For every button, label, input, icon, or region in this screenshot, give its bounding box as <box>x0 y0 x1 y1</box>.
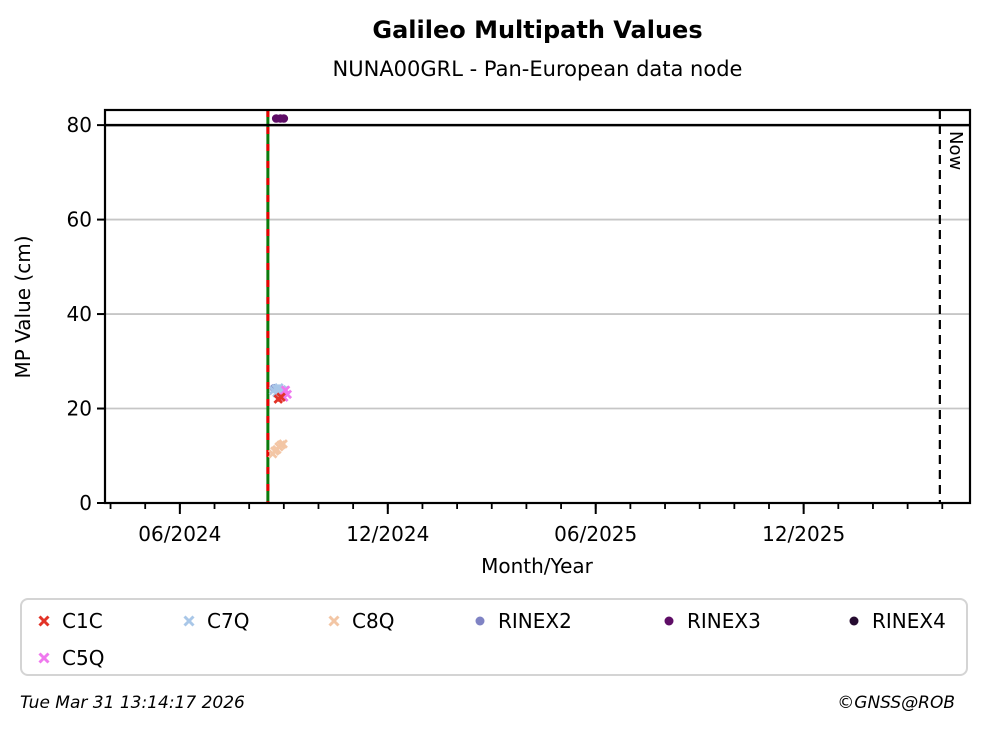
x-tick-label: 06/2025 <box>554 522 637 546</box>
y-axis-label: MP Value (cm) <box>11 235 35 378</box>
x-tick-label: 12/2025 <box>762 522 845 546</box>
c5q-marker-icon <box>38 652 50 664</box>
data-point-c5q <box>280 385 291 395</box>
legend-item-c1c: C1C <box>36 609 103 633</box>
plot-frame <box>103 108 972 505</box>
y-tick-label: 60 <box>67 208 92 232</box>
legend-label: RINEX2 <box>498 609 572 633</box>
data-point-c8q <box>278 439 288 449</box>
now-label: Now <box>945 131 966 170</box>
legend-item-rinex3: RINEX3 <box>661 609 761 633</box>
y-tick-label: 40 <box>67 302 92 326</box>
plot-area: 0 20 40 60 80 06/2024 12/2024 06/2025 12/2025 MP… <box>11 108 972 578</box>
legend-label: RINEX3 <box>687 609 761 633</box>
legend-label: RINEX4 <box>872 609 946 633</box>
legend-label: C1C <box>62 609 103 633</box>
rinex4-marker-icon <box>849 616 859 626</box>
legend-item-c7q: C7Q <box>181 609 249 633</box>
legend-label: C7Q <box>207 609 250 633</box>
rinex2-marker-icon <box>475 616 485 626</box>
data-point-c5q <box>279 392 289 402</box>
credit: ©GNSS@ROB <box>837 693 955 713</box>
legend-item-c5q: C5Q <box>36 646 104 670</box>
c1c-marker-icon <box>38 615 50 627</box>
plot-layers: 0 20 40 60 80 06/2024 12/2024 06/2025 12/2025 <box>67 108 972 546</box>
legend-item-c8q: C8Q <box>326 609 394 633</box>
y-tick-label: 20 <box>67 397 92 421</box>
x-tick-label: 06/2024 <box>138 522 221 546</box>
x-tick-label: 12/2024 <box>346 522 429 546</box>
y-tick-label: 80 <box>67 113 92 137</box>
data-point-c1c <box>276 392 286 402</box>
y-tick-label: 0 <box>79 491 92 515</box>
c7q-marker-icon <box>183 615 195 627</box>
chart-subtitle: NUNA00GRL - Pan-European data node <box>332 57 743 81</box>
chart-title: Galileo Multipath Values <box>372 16 703 44</box>
data-point-rinex3 <box>279 114 289 123</box>
rinex3-marker-icon <box>664 616 674 626</box>
legend-label: C8Q <box>352 609 395 633</box>
legend-item-rinex4: RINEX4 <box>846 609 946 633</box>
x-axis-label: Month/Year <box>481 554 594 578</box>
legend-label: C5Q <box>62 646 105 670</box>
timestamp: Tue Mar 31 13:14:17 2026 <box>20 693 245 713</box>
legend-item-rinex2: RINEX2 <box>472 609 572 633</box>
c8q-marker-icon <box>328 615 340 627</box>
legend: C1C C7Q C8Q RINEX2 RINEX3 RINEX4 C5Q <box>20 598 968 676</box>
